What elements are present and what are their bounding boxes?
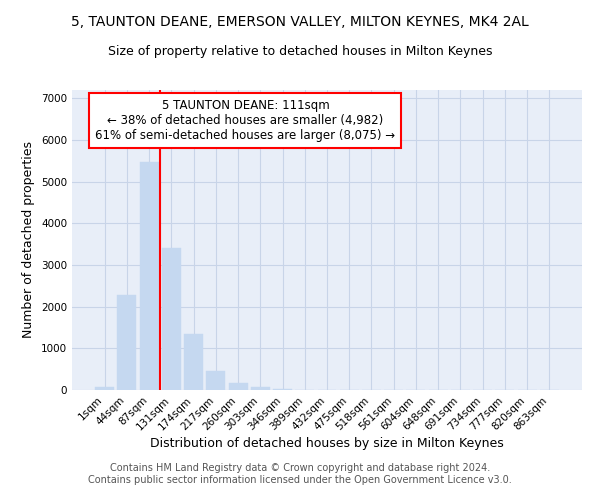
Bar xyxy=(95,387,114,390)
Text: 5, TAUNTON DEANE, EMERSON VALLEY, MILTON KEYNES, MK4 2AL: 5, TAUNTON DEANE, EMERSON VALLEY, MILTON… xyxy=(71,15,529,29)
Bar xyxy=(206,371,225,390)
Bar xyxy=(273,389,292,390)
Y-axis label: Number of detached properties: Number of detached properties xyxy=(22,142,35,338)
Bar xyxy=(251,386,270,390)
Bar xyxy=(162,248,181,390)
Text: 5 TAUNTON DEANE: 111sqm
← 38% of detached houses are smaller (4,982)
61% of semi: 5 TAUNTON DEANE: 111sqm ← 38% of detache… xyxy=(95,99,395,142)
Bar xyxy=(229,382,248,390)
X-axis label: Distribution of detached houses by size in Milton Keynes: Distribution of detached houses by size … xyxy=(150,438,504,450)
Text: Size of property relative to detached houses in Milton Keynes: Size of property relative to detached ho… xyxy=(108,45,492,58)
Text: Contains HM Land Registry data © Crown copyright and database right 2024.
Contai: Contains HM Land Registry data © Crown c… xyxy=(88,464,512,485)
Bar xyxy=(184,334,203,390)
Bar xyxy=(140,162,158,390)
Bar xyxy=(118,296,136,390)
